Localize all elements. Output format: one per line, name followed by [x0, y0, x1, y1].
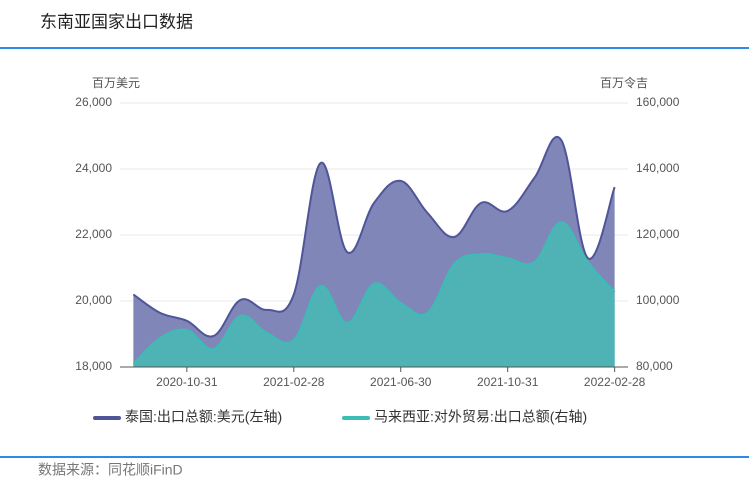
legend-label: 马来西亚:对外贸易:出口总额(右轴): [374, 409, 587, 425]
legend-label: 泰国:出口总额:美元(左轴): [125, 409, 282, 425]
y-tick-label: 20,000: [75, 293, 112, 307]
x-tick-label: 2021-02-28: [263, 375, 325, 389]
y2-axis-label: 百万令吉: [600, 75, 648, 90]
x-tick-label: 2020-10-31: [156, 375, 218, 389]
y-tick-label: 24,000: [75, 161, 112, 175]
y2-tick-label: 80,000: [636, 359, 673, 373]
y-tick-label: 22,000: [75, 227, 112, 241]
source: 数据来源：同花顺iFinD: [38, 462, 183, 478]
y2-tick-label: 160,000: [636, 95, 680, 109]
line: [132, 221, 616, 365]
line: [132, 136, 616, 338]
y-axis-label: 百万美元: [92, 76, 140, 90]
chart-title: 东南亚国家出口数据: [40, 12, 193, 31]
y2-tick-label: 100,000: [636, 293, 680, 307]
area: [133, 222, 615, 367]
x-tick-label: 2022-02-28: [584, 375, 646, 389]
y-tick-label: 18,000: [75, 359, 112, 373]
y2-tick-label: 140,000: [636, 161, 680, 175]
y-tick-label: 26,000: [75, 95, 112, 109]
y2-tick-label: 120,000: [636, 227, 680, 241]
x-tick-label: 2021-10-31: [477, 375, 539, 389]
x-tick-label: 2021-06-30: [370, 375, 432, 389]
